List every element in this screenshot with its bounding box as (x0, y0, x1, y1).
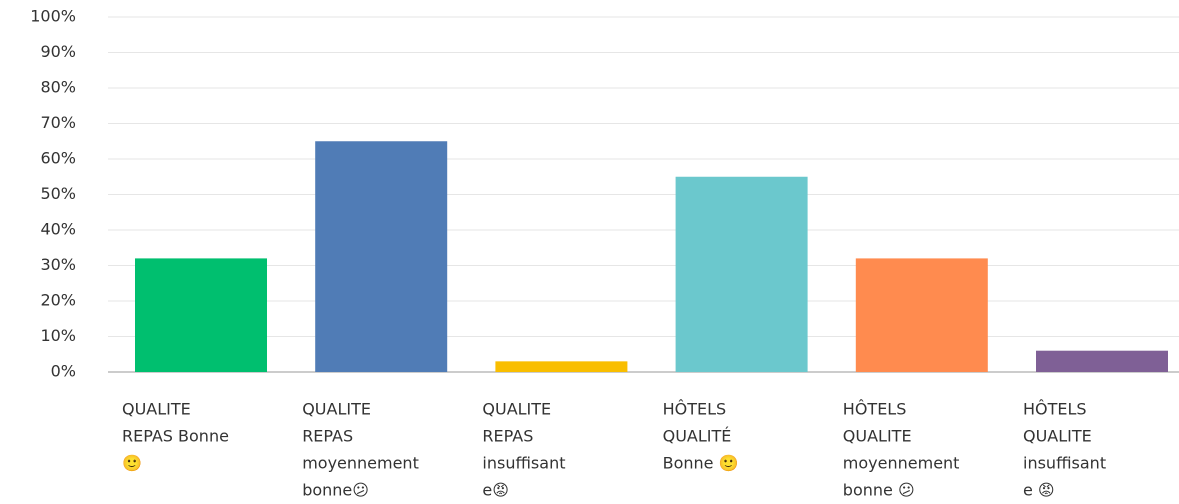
x-tick-label: moyennement (302, 454, 419, 473)
x-tick-label: insuffisant (1023, 454, 1106, 473)
bar (675, 176, 808, 372)
bar (855, 258, 988, 372)
x-tick-label: HÔTELS (663, 400, 727, 419)
y-tick-label: 10% (40, 326, 76, 345)
y-tick-label: 80% (40, 78, 76, 97)
x-tick-label: bonne 😕 (843, 481, 915, 500)
x-tick-label: REPAS (482, 427, 533, 446)
y-tick-label: 90% (40, 42, 76, 61)
x-tick-label: QUALITE (302, 400, 371, 419)
x-tick-label: e😡 (482, 481, 509, 500)
x-tick-label: 🙂 (122, 454, 142, 473)
bar (495, 361, 628, 372)
y-tick-label: 20% (40, 291, 76, 310)
x-tick-label: insuffisant (482, 454, 565, 473)
x-tick-label: bonne😕 (302, 481, 369, 500)
bar (1036, 350, 1168, 372)
x-tick-label: moyennement (843, 454, 960, 473)
x-tick-label: QUALITÉ (663, 427, 732, 446)
y-tick-label: 100% (30, 7, 76, 26)
x-tick-label: HÔTELS (843, 400, 907, 419)
x-tick-label: QUALITE (482, 400, 551, 419)
x-tick-label: HÔTELS (1023, 400, 1087, 419)
y-tick-label: 60% (40, 149, 76, 168)
x-tick-label: REPAS Bonne (122, 427, 229, 446)
bar (135, 258, 267, 372)
y-tick-label: 50% (40, 184, 76, 203)
x-tick-label: QUALITE (843, 427, 912, 446)
y-tick-label: 70% (40, 113, 76, 132)
x-tick-label: e 😡 (1023, 481, 1055, 500)
x-tick-label: QUALITE (122, 400, 191, 419)
x-tick-label: REPAS (302, 427, 353, 446)
y-tick-label: 30% (40, 255, 76, 274)
y-tick-label: 40% (40, 220, 76, 239)
x-tick-label: Bonne 🙂 (663, 454, 739, 473)
bar (315, 141, 448, 372)
x-tick-label: QUALITE (1023, 427, 1092, 446)
y-tick-label: 0% (51, 362, 76, 381)
